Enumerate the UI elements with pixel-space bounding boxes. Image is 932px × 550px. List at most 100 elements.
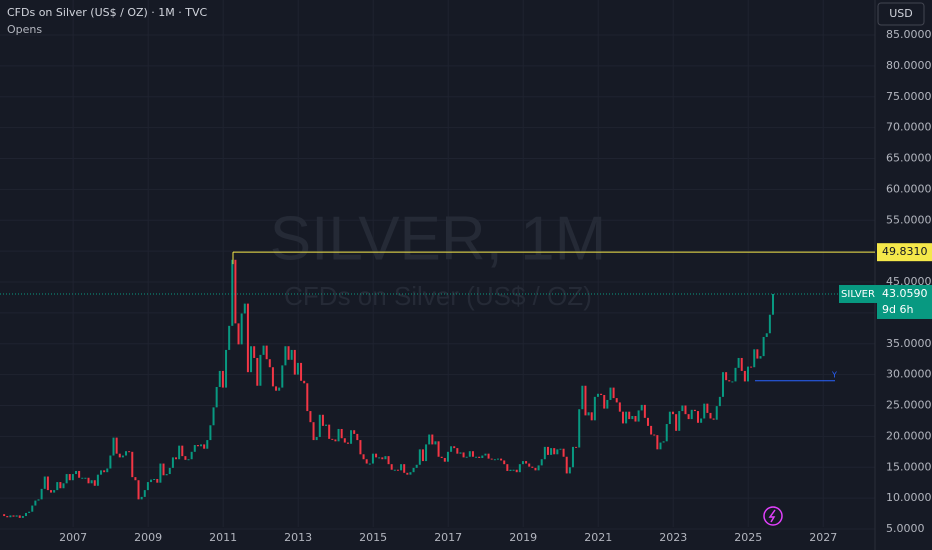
candle-body	[443, 457, 446, 462]
candle-body	[84, 477, 87, 479]
candle-body	[575, 446, 578, 448]
candle-body	[362, 454, 365, 460]
candle-body	[746, 366, 749, 382]
candle-body	[409, 472, 412, 475]
candle-body	[359, 440, 362, 455]
candle-body	[715, 406, 718, 420]
currency-button[interactable]	[877, 2, 925, 26]
candle-body	[612, 387, 615, 399]
candle-body	[687, 414, 690, 420]
candle-body	[71, 474, 74, 481]
candle-body	[31, 505, 34, 512]
candle-body	[271, 367, 274, 387]
candle-body	[365, 459, 368, 464]
candle-body	[603, 395, 606, 409]
event-icon[interactable]	[763, 506, 783, 526]
candle-body	[756, 349, 759, 359]
candle-body	[768, 314, 771, 334]
candle-body	[662, 441, 665, 443]
candle-body	[415, 464, 418, 468]
candle-body	[772, 293, 774, 315]
y-tick-label: 15.0000	[886, 460, 932, 473]
x-tick-label: 2009	[134, 531, 162, 544]
candle-body	[518, 464, 521, 473]
candle-body	[759, 356, 762, 359]
candle-body	[328, 424, 331, 439]
candle-body	[112, 437, 115, 456]
candle-body	[178, 445, 181, 460]
candle-body	[700, 418, 703, 423]
candle-body	[628, 411, 631, 420]
candle-body	[293, 349, 296, 375]
candle-body	[46, 476, 49, 491]
candle-body	[356, 433, 359, 441]
candle-body	[528, 463, 531, 467]
candle-body	[621, 411, 624, 424]
x-tick-label: 2025	[734, 531, 762, 544]
candle-body	[453, 446, 456, 449]
candle-body	[646, 417, 649, 426]
candle-body	[265, 345, 268, 360]
candle-body	[437, 441, 440, 457]
candle-body	[584, 385, 587, 416]
candle-body	[218, 370, 221, 387]
candle-body	[693, 409, 696, 412]
marks: Y	[0, 251, 875, 518]
candle-body	[740, 357, 743, 371]
candle-body	[15, 515, 18, 517]
y-tick-label: 20.0000	[886, 429, 932, 442]
candle-body	[281, 365, 284, 388]
candle-body	[703, 403, 706, 419]
y-tick-label: 55.0000	[886, 213, 932, 226]
candle-body	[240, 313, 243, 345]
x-tick-label: 2021	[584, 531, 612, 544]
x-tick-label: 2027	[809, 531, 837, 544]
candle-body	[62, 483, 65, 489]
candle-body	[728, 380, 731, 382]
candle-body	[537, 465, 540, 471]
candle-body	[712, 418, 715, 420]
x-tick-label: 2017	[434, 531, 462, 544]
candle-body	[215, 386, 218, 408]
candle-body	[506, 464, 509, 471]
event-icon-bolt	[768, 509, 776, 523]
candle-body	[268, 359, 271, 368]
watermark: SILVER, 1M	[270, 204, 607, 273]
candle-body	[656, 435, 659, 450]
candle-body	[525, 461, 528, 464]
candle-body	[190, 451, 193, 460]
candle-body	[225, 349, 228, 388]
candle-body	[343, 438, 346, 443]
candle-body	[387, 456, 390, 465]
candle-body	[331, 438, 334, 440]
candle-body	[593, 396, 596, 421]
candle-body	[68, 474, 71, 481]
candle-body	[446, 451, 449, 462]
candle-body	[234, 259, 237, 324]
y-tick-label: 10.0000	[886, 491, 932, 504]
candle-body	[762, 336, 765, 357]
candle-body	[50, 490, 53, 493]
candle-body	[709, 412, 712, 419]
candle-body	[309, 411, 312, 423]
candle-body	[471, 451, 474, 457]
candle-body	[734, 367, 737, 382]
indicator: Opens	[7, 23, 42, 36]
candle-body	[484, 453, 487, 456]
candle-body	[312, 422, 315, 441]
candle-body	[100, 470, 103, 475]
candle-body	[318, 414, 321, 437]
candle-body	[678, 411, 681, 431]
candle-body	[418, 449, 421, 465]
candle-body	[403, 464, 406, 473]
candle-body	[259, 354, 262, 386]
candle-body	[606, 399, 609, 409]
candle-body	[625, 411, 628, 424]
candle-body	[6, 516, 9, 518]
y-tick-label: 80.0000	[886, 59, 932, 72]
candle-body	[706, 403, 709, 413]
candle-body	[568, 467, 571, 474]
candle-body	[306, 383, 309, 412]
symbol-label: SILVER	[841, 289, 875, 300]
